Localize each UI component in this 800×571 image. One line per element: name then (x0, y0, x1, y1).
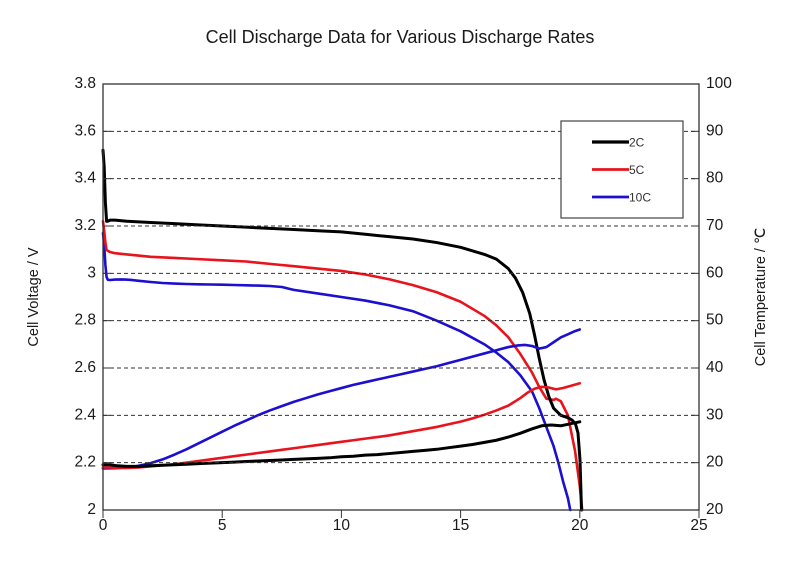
svg-text:3.4: 3.4 (74, 170, 96, 187)
svg-text:10C: 10C (629, 191, 651, 205)
svg-text:15: 15 (452, 517, 469, 534)
svg-text:60: 60 (706, 264, 724, 281)
svg-text:20: 20 (706, 454, 724, 471)
svg-text:3.8: 3.8 (74, 75, 96, 92)
svg-text:10: 10 (333, 517, 351, 534)
svg-text:70: 70 (706, 217, 724, 234)
svg-text:80: 80 (706, 170, 724, 187)
svg-text:3.6: 3.6 (74, 122, 96, 139)
svg-text:30: 30 (706, 406, 724, 423)
svg-text:25: 25 (690, 517, 707, 534)
svg-text:100: 100 (706, 75, 732, 92)
svg-text:20: 20 (571, 517, 589, 534)
svg-text:0: 0 (99, 517, 108, 534)
svg-text:2.2: 2.2 (74, 454, 96, 471)
svg-text:50: 50 (706, 312, 724, 329)
svg-text:Cell Temperature / ℃: Cell Temperature / ℃ (753, 228, 769, 367)
svg-text:90: 90 (706, 122, 724, 139)
svg-text:2.6: 2.6 (74, 359, 96, 376)
svg-text:5C: 5C (629, 163, 645, 177)
svg-text:5: 5 (218, 517, 227, 534)
svg-text:2C: 2C (629, 136, 645, 150)
svg-text:40: 40 (706, 359, 724, 376)
svg-text:3.2: 3.2 (74, 217, 96, 234)
svg-text:2.8: 2.8 (74, 312, 96, 329)
svg-text:2.4: 2.4 (74, 406, 96, 423)
svg-text:2: 2 (87, 501, 96, 518)
svg-text:Cell Voltage / V: Cell Voltage / V (26, 247, 42, 346)
svg-text:3: 3 (87, 264, 96, 281)
svg-text:20: 20 (706, 501, 724, 518)
